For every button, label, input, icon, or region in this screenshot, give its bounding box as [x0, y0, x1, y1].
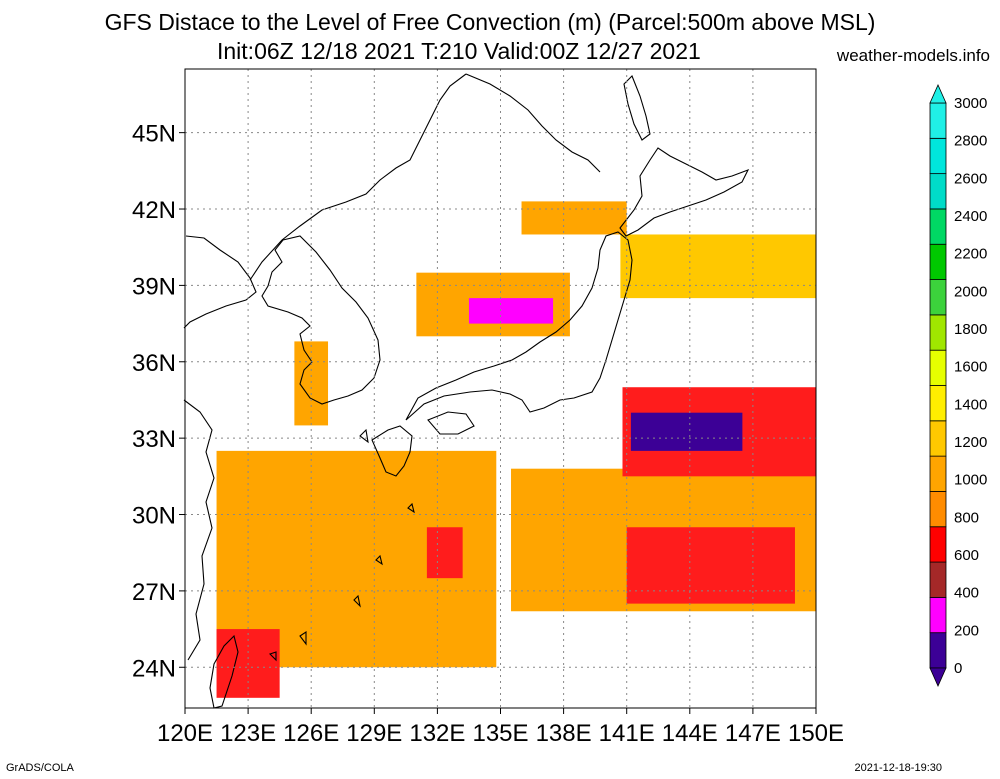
- hokkaido-outline: [619, 147, 750, 237]
- colorbar-swatch: [929, 491, 947, 528]
- colorbar: 0 200 400 600 800 1000 1200 1400 1600 1800 2000 220…: [929, 84, 987, 687]
- source-credit: weather-models.info: [836, 46, 990, 65]
- colorbar-min-arrow: [929, 667, 947, 687]
- manchuria-coastline: [249, 73, 467, 281]
- colorbar-label: 1600: [954, 359, 987, 376]
- colorbar-label: 800: [954, 509, 979, 526]
- colorbar-swatch: [929, 173, 947, 210]
- field-pacific-red-streak: [626, 527, 795, 604]
- x-tick-label: 147E: [725, 720, 781, 747]
- taiwan-outline: [209, 634, 239, 709]
- colorbar-label: 600: [954, 547, 979, 564]
- field-east-of-tohoku: [620, 234, 816, 299]
- colorbar-swatch: [929, 243, 947, 280]
- gridlines: [185, 69, 816, 708]
- colorbar-swatch: [929, 137, 947, 175]
- x-tick-label: 129E: [346, 720, 402, 747]
- colorbar-label: 2600: [954, 170, 987, 187]
- colorbar-swatch: [929, 526, 947, 563]
- colorbar-swatch: [929, 102, 947, 139]
- field-sea-of-japan-core: [468, 298, 554, 324]
- footer-timestamp: 2021-12-18-19:30: [854, 762, 942, 774]
- chart-subtitle: Init:06Z 12/18 2021 T:210 Valid:00Z 12/2…: [217, 38, 701, 64]
- china-coastline-south: [183, 399, 215, 661]
- korea-coastline: [261, 235, 381, 405]
- colorbar-swatch: [929, 632, 947, 669]
- y-tick-label: 33N: [132, 426, 176, 453]
- colorbar-max-arrow: [929, 84, 947, 104]
- x-tick-label: 132E: [409, 720, 465, 747]
- y-tick-label: 30N: [132, 503, 176, 530]
- field-hokkaido-south: [521, 201, 627, 235]
- y-tick-label: 27N: [132, 579, 176, 606]
- coastlines: [183, 73, 750, 709]
- colorbar-label: 3000: [954, 95, 987, 112]
- colorbar-label: 2000: [954, 283, 987, 300]
- russia-coastline: [465, 73, 601, 173]
- colorbar-label: 2200: [954, 246, 987, 263]
- x-tick-label: 138E: [536, 720, 592, 747]
- y-axis-ticks: 24N 27N 30N 33N 36N 39N 42N 45N: [132, 121, 185, 682]
- colorbar-swatch: [929, 279, 947, 316]
- china-coastline: [183, 235, 257, 329]
- colorbar-swatch: [929, 596, 947, 634]
- ryukyu-islands: [268, 502, 415, 662]
- colorbar-label: 0: [954, 660, 962, 677]
- shikoku-outline: [427, 411, 475, 435]
- x-tick-label: 120E: [157, 720, 213, 747]
- colorbar-swatch: [929, 349, 947, 386]
- colorbar-swatch: [929, 561, 947, 598]
- x-tick-label: 126E: [283, 720, 339, 747]
- colorbar-swatch: [929, 208, 947, 245]
- colorbar-label: 2400: [954, 208, 987, 225]
- colorbar-label: 1800: [954, 321, 987, 338]
- y-tick-label: 24N: [132, 655, 176, 682]
- colorbar-label: 1200: [954, 434, 987, 451]
- x-tick-label: 150E: [788, 720, 844, 747]
- y-tick-label: 39N: [132, 273, 176, 300]
- x-tick-label: 135E: [472, 720, 528, 747]
- y-tick-label: 45N: [132, 121, 176, 148]
- colorbar-swatch: [929, 385, 947, 422]
- honshu-outline: [405, 231, 633, 421]
- x-tick-label: 141E: [599, 720, 655, 747]
- chart-title: GFS Distace to the Level of Free Convect…: [104, 9, 876, 35]
- colorbar-label: 2800: [954, 133, 987, 150]
- colorbar-swatch: [929, 455, 947, 492]
- sakhalin-outline: [623, 75, 651, 141]
- x-tick-label: 144E: [662, 720, 718, 747]
- y-tick-label: 42N: [132, 197, 176, 224]
- y-tick-label: 36N: [132, 350, 176, 377]
- colorbar-label: 200: [954, 622, 979, 639]
- kyushu-outline: [371, 425, 413, 477]
- x-tick-label: 123E: [220, 720, 276, 747]
- tsushima-island: [359, 428, 369, 444]
- colorbar-label: 1400: [954, 396, 987, 413]
- colorbar-label: 1000: [954, 472, 987, 489]
- field-layer: [216, 201, 816, 698]
- field-pacific-east-core: [630, 412, 743, 451]
- colorbar-swatch: [929, 314, 947, 351]
- field-ryukyu-red-streak: [426, 527, 463, 579]
- colorbar-swatch: [929, 420, 947, 457]
- footer-software: GrADS/COLA: [6, 762, 74, 774]
- x-axis-ticks: 120E 123E 126E 129E 132E 135E 138E 141E 144E 147E…: [157, 708, 844, 747]
- colorbar-label: 400: [954, 585, 979, 602]
